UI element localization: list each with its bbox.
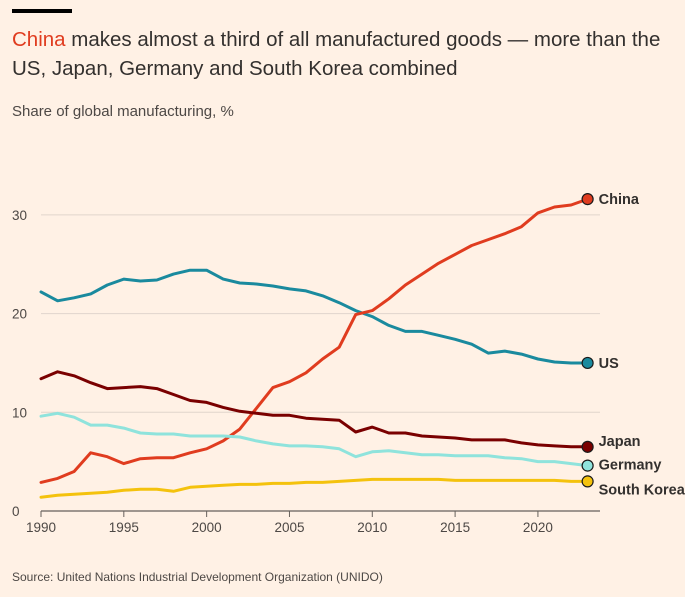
x-tick-label: 2010 bbox=[357, 520, 387, 535]
x-tick-label: 1995 bbox=[109, 520, 139, 535]
y-tick-label: 30 bbox=[12, 208, 27, 223]
chart-title: China makes almost a third of all manufa… bbox=[12, 25, 677, 83]
series-line-china bbox=[39, 197, 590, 484]
title-text: makes almost a third of all manufactured… bbox=[12, 28, 661, 80]
series-label-germany: Germany bbox=[599, 458, 662, 474]
end-marker-us bbox=[581, 356, 594, 370]
x-tick-label: 2005 bbox=[274, 520, 304, 535]
brand-bar bbox=[12, 9, 72, 13]
x-tick-label: 2020 bbox=[523, 520, 553, 535]
series-line-japan bbox=[39, 370, 590, 449]
x-tick-label: 1990 bbox=[26, 520, 56, 535]
x-axis: 1990 1995 2000 2005 2010 2015 2020 bbox=[26, 510, 600, 535]
series-label-china: China bbox=[599, 192, 640, 208]
y-tick-label: 10 bbox=[12, 405, 27, 420]
chart-subtitle: Share of global manufacturing, % bbox=[12, 103, 234, 120]
series-label-south-korea: South Korea bbox=[599, 482, 685, 498]
end-marker-south-korea bbox=[581, 475, 594, 488]
series-labels: US China Japan Germany South Korea bbox=[599, 192, 685, 498]
series-line-germany bbox=[39, 411, 590, 468]
series-lines bbox=[39, 197, 590, 499]
series-line-us bbox=[39, 268, 590, 365]
x-tick-label: 2015 bbox=[440, 520, 470, 535]
series-label-japan: Japan bbox=[599, 434, 641, 450]
end-marker-japan bbox=[581, 440, 594, 453]
end-marker-germany bbox=[581, 459, 594, 472]
y-tick-label: 0 bbox=[12, 504, 20, 519]
source-note: Source: United Nations Industrial Develo… bbox=[12, 570, 383, 584]
title-highlight: China bbox=[12, 28, 66, 51]
y-axis-ticks: 0 10 20 30 bbox=[12, 208, 27, 519]
x-tick-label: 2000 bbox=[192, 520, 222, 535]
series-end-markers bbox=[581, 193, 594, 488]
end-marker-china bbox=[581, 193, 594, 206]
series-label-us: US bbox=[599, 356, 619, 372]
gridlines bbox=[41, 214, 600, 413]
series-line-south-korea bbox=[39, 477, 590, 499]
y-tick-label: 20 bbox=[12, 307, 27, 322]
line-chart: 0 10 20 30 1990 1995 2000 2005 2010 2015 2020 US C… bbox=[12, 192, 685, 535]
